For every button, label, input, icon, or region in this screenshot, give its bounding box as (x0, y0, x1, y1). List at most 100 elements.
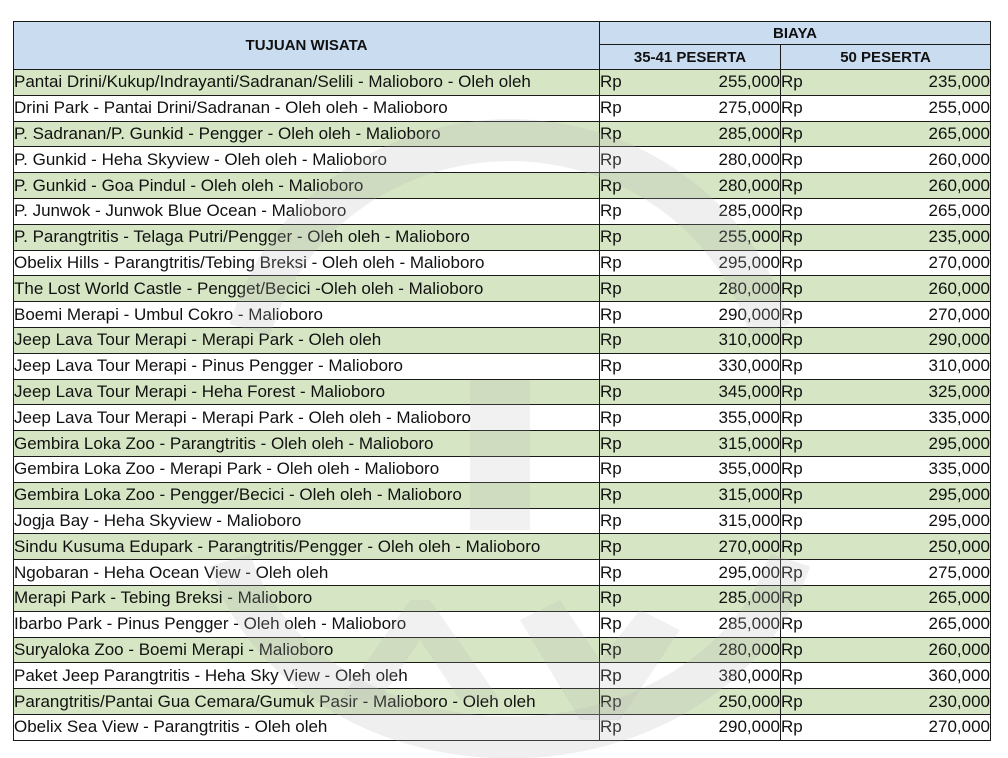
destination-cell: Jeep Lava Tour Merapi - Pinus Pengger - … (13, 352, 600, 380)
currency-label: Rp (600, 665, 622, 685)
price2-cell: Rp 335,000 (780, 404, 991, 432)
destination-cell: Suryaloka Zoo - Boemi Merapi - Malioboro (13, 636, 600, 664)
price-value: 255,000 (928, 98, 990, 118)
price-value: 280,000 (718, 278, 780, 298)
table-row: Drini Park - Pantai Drini/Sadranan - Ole… (13, 94, 991, 122)
price-value: 260,000 (928, 639, 990, 659)
currency-label: Rp (781, 407, 803, 427)
price2-cell: Rp 260,000 (780, 275, 991, 303)
destination-cell: P. Gunkid - Heha Skyview - Oleh oleh - M… (13, 146, 600, 174)
currency-label: Rp (600, 252, 622, 272)
currency-label: Rp (781, 72, 803, 92)
price-value: 255,000 (718, 227, 780, 247)
price-value: 285,000 (718, 588, 780, 608)
currency-label: Rp (600, 304, 622, 324)
price-value: 285,000 (718, 614, 780, 634)
price1-cell: Rp 380,000 (599, 662, 781, 690)
price1-cell: Rp 280,000 (599, 275, 781, 303)
currency-label: Rp (781, 433, 803, 453)
price2-cell: Rp 295,000 (780, 481, 991, 509)
table-row: Gembira Loka Zoo - Parangtritis - Oleh o… (13, 430, 991, 457)
table-row: Obelix Hills - Parangtritis/Tebing Breks… (13, 249, 991, 277)
price2-cell: Rp 335,000 (780, 455, 991, 483)
price2-cell: Rp 295,000 (780, 507, 991, 535)
price1-cell: Rp 285,000 (599, 120, 781, 148)
currency-label: Rp (600, 356, 622, 376)
table-row: Sindu Kusuma Edupark - Parangtritis/Peng… (13, 533, 991, 561)
price-value: 290,000 (718, 717, 780, 737)
price2-cell: Rp 230,000 (780, 688, 991, 715)
table-row: Gembira Loka Zoo - Pengger/Becici - Oleh… (13, 481, 991, 509)
price1-cell: Rp 285,000 (599, 584, 781, 612)
price-value: 270,000 (928, 252, 990, 272)
currency-label: Rp (600, 149, 622, 169)
destination-cell: Obelix Sea View - Parangtritis - Oleh ol… (13, 713, 600, 741)
currency-label: Rp (781, 330, 803, 350)
table-row: Boemi Merapi - Umbul Cokro - Malioboro Rp… (13, 301, 991, 328)
price1-cell: Rp 355,000 (599, 455, 781, 483)
price2-cell: Rp 290,000 (780, 326, 991, 354)
table-row: Merapi Park - Tebing Breksi - Malioboro R… (13, 584, 991, 612)
currency-label: Rp (781, 356, 803, 376)
currency-label: Rp (781, 510, 803, 530)
price2-cell: Rp 295,000 (780, 430, 991, 457)
price-value: 260,000 (928, 278, 990, 298)
currency-label: Rp (600, 562, 622, 582)
table-row: P. Sadranan/P. Gunkid - Pengger - Oleh o… (13, 120, 991, 148)
currency-label: Rp (781, 252, 803, 272)
currency-label: Rp (781, 691, 803, 711)
price-value: 265,000 (928, 614, 990, 634)
price2-cell: Rp 260,000 (780, 636, 991, 664)
price-value: 310,000 (718, 330, 780, 350)
price-value: 265,000 (928, 201, 990, 221)
table-row: Suryaloka Zoo - Boemi Merapi - Malioboro… (13, 636, 991, 664)
table-row: Jeep Lava Tour Merapi - Merapi Park - Ol… (13, 326, 991, 354)
price-value: 355,000 (718, 407, 780, 427)
price-value: 270,000 (928, 304, 990, 324)
table-row: Paket Jeep Parangtritis - Heha Sky View … (13, 662, 991, 690)
price-value: 280,000 (718, 175, 780, 195)
destination-cell: Gembira Loka Zoo - Parangtritis - Oleh o… (13, 430, 600, 457)
price-value: 265,000 (928, 588, 990, 608)
currency-label: Rp (600, 407, 622, 427)
table-header: TUJUAN WISATA BIAYA 35-41 PESERTA 50 PES… (13, 21, 991, 70)
currency-label: Rp (600, 691, 622, 711)
price-value: 330,000 (718, 356, 780, 376)
price2-cell: Rp 325,000 (780, 378, 991, 406)
price-value: 295,000 (928, 485, 990, 505)
currency-label: Rp (600, 98, 622, 118)
price1-cell: Rp 295,000 (599, 249, 781, 277)
price1-cell: Rp 310,000 (599, 326, 781, 354)
currency-label: Rp (600, 123, 622, 143)
destination-cell: Gembira Loka Zoo - Pengger/Becici - Oleh… (13, 481, 600, 509)
price2-cell: Rp 310,000 (780, 352, 991, 380)
currency-label: Rp (781, 201, 803, 221)
price-value: 250,000 (718, 691, 780, 711)
price-value: 275,000 (928, 562, 990, 582)
destination-cell: Jogja Bay - Heha Skyview - Malioboro (13, 507, 600, 535)
price1-cell: Rp 290,000 (599, 301, 781, 328)
price-value: 260,000 (928, 175, 990, 195)
currency-label: Rp (600, 717, 622, 737)
destination-cell: Obelix Hills - Parangtritis/Tebing Breks… (13, 249, 600, 277)
price1-cell: Rp 270,000 (599, 533, 781, 561)
currency-label: Rp (781, 98, 803, 118)
price-value: 335,000 (928, 459, 990, 479)
currency-label: Rp (600, 227, 622, 247)
destination-cell: P. Gunkid - Goa Pindul - Oleh oleh - Mal… (13, 172, 600, 199)
currency-label: Rp (600, 459, 622, 479)
currency-label: Rp (781, 227, 803, 247)
price-value: 315,000 (718, 433, 780, 453)
price1-cell: Rp 330,000 (599, 352, 781, 380)
currency-label: Rp (781, 485, 803, 505)
price2-cell: Rp 235,000 (780, 223, 991, 251)
table-row: Parangtritis/Pantai Gua Cemara/Gumuk Pas… (13, 688, 991, 715)
price1-cell: Rp 280,000 (599, 172, 781, 199)
price1-cell: Rp 355,000 (599, 404, 781, 432)
price-value: 310,000 (928, 356, 990, 376)
currency-label: Rp (600, 614, 622, 634)
destination-cell: P. Parangtritis - Telaga Putri/Pengger -… (13, 223, 600, 251)
currency-label: Rp (781, 588, 803, 608)
price-value: 230,000 (928, 691, 990, 711)
price-value: 280,000 (718, 639, 780, 659)
